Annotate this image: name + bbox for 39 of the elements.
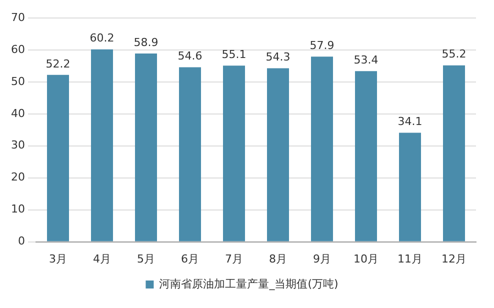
data-label: 54.3 [266, 50, 290, 64]
y-tick-label: 40 [10, 106, 25, 120]
bar [91, 49, 113, 242]
x-tick-label: 3月 [48, 252, 67, 266]
data-label: 55.2 [442, 48, 466, 61]
data-label: 58.9 [134, 36, 158, 49]
y-tick-label: 10 [10, 202, 25, 216]
x-tick-label: 4月 [93, 252, 111, 266]
data-label: 52.2 [46, 57, 70, 70]
x-tick-label: 11月 [398, 252, 422, 266]
bar [135, 53, 157, 242]
data-label: 34.1 [398, 115, 422, 128]
y-tick-label: 0 [18, 234, 25, 248]
x-tick-label: 9月 [313, 252, 331, 266]
y-tick-label: 50 [10, 74, 25, 88]
bar [223, 66, 245, 242]
bar [179, 67, 201, 242]
bar [311, 56, 333, 242]
x-tick-label: 6月 [181, 252, 199, 266]
x-tick-label: 8月 [269, 252, 287, 266]
data-label: 53.4 [354, 53, 378, 66]
data-label: 54.6 [178, 50, 202, 63]
data-label: 60.2 [90, 32, 114, 45]
x-tick-label: 5月 [137, 252, 155, 266]
y-tick-label: 70 [10, 10, 25, 24]
x-tick-label: 7月 [225, 252, 243, 266]
y-tick-label: 30 [10, 138, 25, 152]
legend-label: 河南省原油加工量产量_当期值(万吨) [159, 277, 338, 290]
bar [399, 132, 421, 242]
bar [443, 65, 465, 242]
x-tick-label: 12月 [442, 252, 466, 266]
x-tick-label: 10月 [354, 252, 378, 266]
bar [267, 68, 289, 242]
bar [46, 74, 69, 242]
y-tick-label: 20 [10, 170, 25, 184]
y-tick-label: 60 [10, 42, 25, 56]
data-label: 55.1 [222, 48, 246, 61]
bar [355, 71, 377, 242]
data-label: 57.9 [310, 39, 334, 52]
